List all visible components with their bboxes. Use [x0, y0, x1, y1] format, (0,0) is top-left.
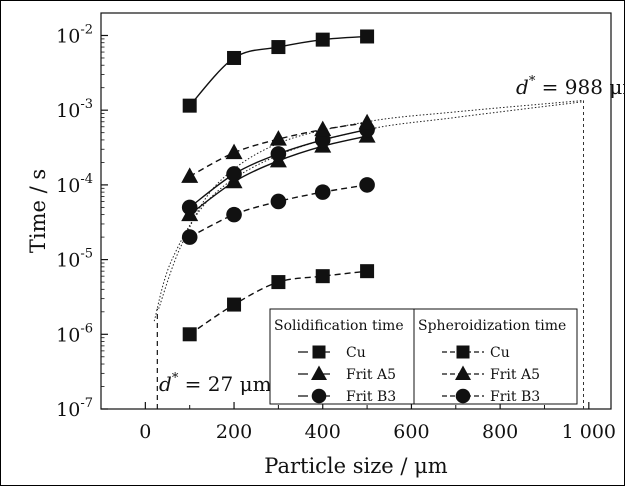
data-point: [358, 113, 376, 130]
y-tick-label: 10-7: [56, 396, 93, 421]
legend-entry: Frit A5: [346, 367, 396, 383]
legend-entry: Frit A5: [490, 367, 540, 383]
x-tick-label: 400: [305, 421, 341, 443]
legend-marker: [455, 388, 471, 404]
x-tick-label: 200: [216, 421, 252, 443]
x-axis-title: Particle size / μm: [264, 454, 448, 478]
d-star-min-label: d* = 27 μm: [159, 371, 272, 396]
x-tick-label: 600: [393, 421, 429, 443]
data-point: [271, 275, 286, 290]
data-point: [182, 327, 197, 342]
data-point: [360, 264, 375, 279]
d-star-max-label: d* = 988 μm: [516, 74, 625, 99]
data-point: [360, 29, 375, 44]
plot-area: [100, 12, 612, 410]
legend-marker: [311, 365, 327, 380]
extrapolation-curve: [153, 101, 584, 322]
data-point: [181, 167, 199, 183]
data-point: [315, 32, 330, 47]
data-point: [270, 193, 287, 210]
legend-entry: Cu: [490, 345, 510, 361]
data-point: [314, 120, 332, 137]
data-point: [226, 166, 242, 182]
data-point: [359, 177, 375, 193]
data-point: [181, 199, 198, 216]
y-tick-label: 10-2: [56, 22, 93, 47]
data-point: [314, 184, 331, 200]
y-axis-title: Time / s: [26, 169, 50, 253]
legend-entry: Cu: [346, 345, 366, 361]
x-tick-label: 800: [482, 421, 518, 443]
legend-marker: [455, 365, 471, 380]
legend-marker: [456, 345, 470, 359]
legend-entry: Frit B3: [346, 389, 396, 405]
legend-group-title: Solidification time: [274, 318, 404, 334]
legend-entry: Frit B3: [490, 389, 540, 405]
y-tick-label: 10-3: [56, 97, 93, 122]
x-tick-label: 1 000: [562, 421, 616, 443]
y-tick-label: 10-4: [56, 172, 93, 197]
series-line: [189, 122, 368, 177]
data-point: [271, 40, 286, 55]
data-point: [227, 297, 242, 312]
data-point: [225, 143, 243, 160]
series-line: [189, 184, 368, 238]
data-point: [226, 206, 242, 223]
legend-marker: [312, 345, 326, 359]
data-point: [227, 50, 242, 65]
data-point: [181, 229, 198, 245]
y-tick-label: 10-6: [56, 321, 93, 346]
x-tick-label: 0: [139, 421, 151, 443]
data-point: [270, 146, 287, 162]
legend-marker: [311, 388, 327, 404]
y-tick-label: 10-5: [56, 247, 93, 272]
data-point: [182, 98, 197, 113]
legend-group-title: Spheroidization time: [418, 318, 566, 334]
data-point: [315, 269, 330, 284]
data-point: [269, 130, 287, 146]
